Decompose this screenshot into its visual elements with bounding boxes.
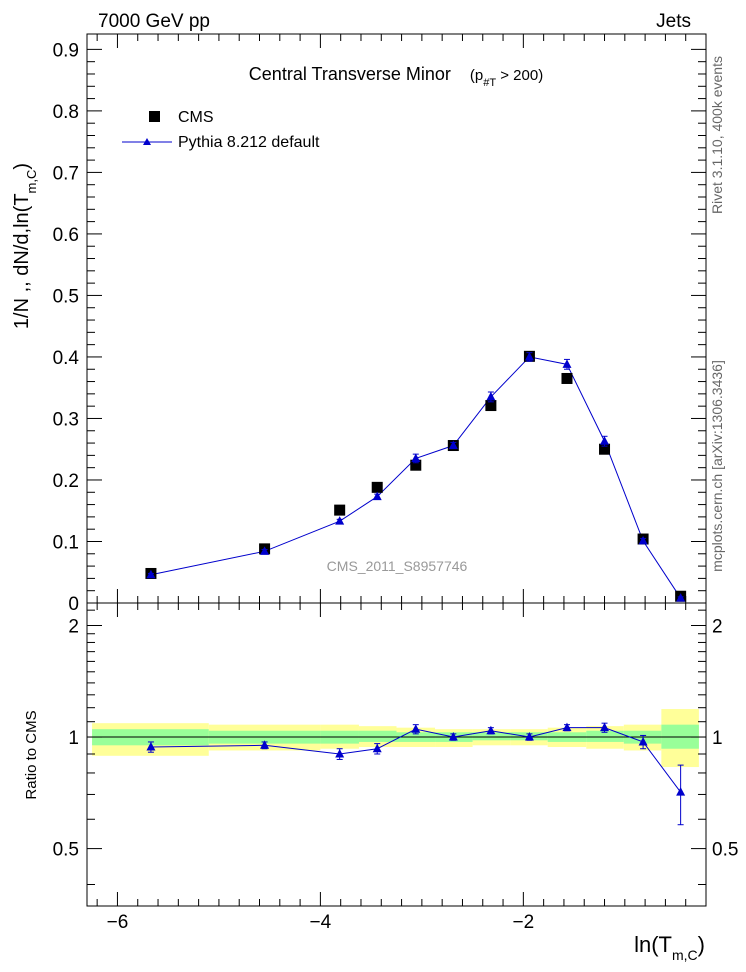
ratio-axis-ticks	[87, 603, 707, 906]
xlabel-main: ln(T	[634, 932, 672, 957]
legend-cms-label: CMS	[178, 109, 214, 126]
main-panel: 0 0.1 0.2 0.3 0.4 0.5 0.6 0.7 0.8 0.9 Central Tra…	[11, 33, 707, 615]
legend: CMS Pythia 8.212 default	[122, 109, 320, 151]
ratio-ytick-label-left: 0.5	[53, 840, 79, 861]
title-pt-sub: #T	[483, 77, 496, 89]
cms-point	[371, 481, 383, 493]
ratio-ytick-label-left: 1	[68, 728, 79, 749]
rivet-label: Rivet 3.1.10, 400k events	[709, 56, 725, 214]
mc-point	[448, 440, 458, 450]
band-inner	[472, 732, 511, 741]
ratio-mc-point	[524, 732, 534, 741]
mc-point	[486, 391, 496, 401]
legend-mc-label: Pythia 8.212 default	[178, 134, 320, 151]
ratio-xtick-label: −2	[513, 912, 535, 933]
ratio-mc-point	[372, 743, 382, 753]
ratio-mc-point	[146, 742, 156, 751]
rivet-label-text: Rivet 3.1.10, 400k events	[709, 56, 725, 214]
main-ytick-label: 0.9	[53, 40, 79, 61]
title-pt-cut: > 200)	[496, 67, 543, 84]
main-ytick-label: 0.3	[53, 409, 79, 430]
main-data-marks	[145, 350, 687, 602]
mcplots-label: mcplots.cern.ch [arXiv:1306.3436]	[709, 360, 725, 572]
ratio-mc-point	[448, 732, 458, 741]
mc-point	[638, 535, 648, 545]
mc-point	[562, 359, 572, 368]
header-left: 7000 GeV pp	[98, 11, 210, 32]
title-main: Central Transverse Minor	[249, 64, 451, 84]
main-ylabel-close: )	[11, 163, 33, 170]
mcplots-label-text: mcplots.cern.ch [arXiv:1306.3436]	[709, 360, 725, 572]
ratio-data-marks	[146, 722, 686, 826]
main-ylabel-main: 1/N ,, dN/d,ln(T	[11, 193, 33, 329]
ratio-panel: 0.5 0.5 1 1 2 2 −6 −4 −2 Ratio to CMS ln(Tm,C)	[23, 602, 739, 963]
ratio-mc-point	[335, 749, 345, 758]
ratio-mc-point	[411, 724, 421, 733]
ratio-mc-point	[486, 725, 496, 735]
header-right: Jets	[656, 11, 691, 32]
mc-point	[146, 569, 156, 579]
ratio-xtick-label: −6	[107, 912, 129, 933]
band-inner	[358, 730, 397, 742]
legend-mc-marker	[143, 138, 151, 145]
mc-point	[335, 516, 345, 525]
ratio-ytick-labels: 0.5 0.5 1 1 2 2	[53, 616, 739, 860]
main-ytick-label: 0.7	[53, 163, 79, 184]
band-inner	[586, 730, 624, 742]
watermark: CMS_2011_S8957746	[327, 558, 468, 574]
ratio-ytick-label-right: 1	[712, 728, 723, 749]
ratio-mc-point	[260, 740, 270, 749]
cms-point	[485, 400, 497, 412]
main-ytick-label: 0.4	[53, 348, 80, 369]
mc-point	[411, 453, 421, 462]
cms-point	[561, 372, 573, 384]
mc-point	[524, 351, 534, 361]
xlabel-sub: m,C	[672, 947, 698, 963]
main-ylabel-sub: m,C	[24, 170, 39, 194]
main-ylabel-text: 1/N ,, dN/d,ln(Tm,C)	[11, 163, 39, 329]
ratio-ytick-label-right: 0.5	[712, 840, 738, 861]
mc-point	[600, 436, 610, 445]
legend-cms-marker	[149, 111, 160, 122]
main-ytick-labels: 0 0.1 0.2 0.3 0.4 0.5 0.6 0.7 0.8 0.9	[53, 40, 80, 615]
mc-point	[372, 491, 382, 501]
ratio-mc-point	[600, 722, 610, 732]
main-ytick-label: 0	[68, 594, 79, 615]
main-ytick-label: 0.5	[53, 286, 79, 307]
xlabel-close: )	[698, 932, 705, 957]
ratio-mc-point	[676, 787, 686, 796]
ratio-mc-line	[150, 727, 682, 793]
mc-line	[150, 356, 682, 599]
xlabel: ln(Tm,C)	[634, 932, 705, 963]
cms-point	[410, 459, 422, 471]
mc-point	[260, 546, 270, 555]
ratio-ylabel: Ratio to CMS	[23, 710, 40, 799]
title-pt: (p	[470, 67, 483, 84]
cms-point	[334, 504, 346, 516]
plot-title: Central Transverse Minor (p#T > 200)	[249, 64, 543, 89]
ratio-ylabel-text: Ratio to CMS	[23, 710, 40, 799]
main-ytick-label: 0.1	[53, 532, 79, 553]
mc-point	[676, 593, 686, 602]
main-ylabel: 1/N ,, dN/d,ln(Tm,C)	[11, 163, 39, 329]
ratio-xtick-labels: −6 −4 −2	[107, 912, 535, 933]
ratio-mc-point	[638, 736, 648, 746]
main-ytick-label: 0.2	[53, 471, 79, 492]
main-ytick-label: 0.8	[53, 102, 79, 123]
ratio-ytick-label-left: 2	[68, 616, 79, 637]
ratio-xtick-label: −4	[310, 912, 332, 933]
cms-point	[599, 443, 611, 455]
ratio-ytick-label-right: 2	[712, 616, 723, 637]
ratio-mc-point	[562, 722, 572, 732]
main-ytick-label: 0.6	[53, 225, 79, 246]
